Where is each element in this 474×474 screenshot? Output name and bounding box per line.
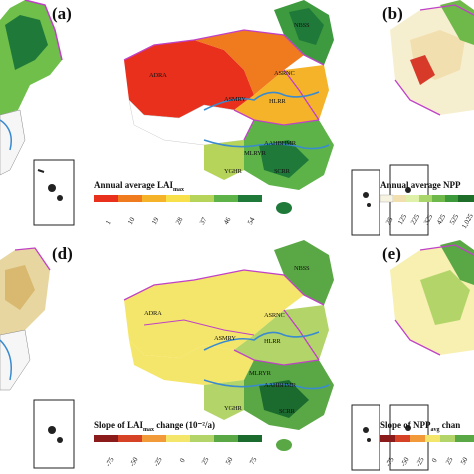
region-label-hlrr: HLRR (269, 98, 286, 105)
panel-label-b: (b) (382, 4, 403, 23)
panel-label-e: (e) (382, 244, 401, 263)
tick: -25 (152, 455, 164, 468)
map-panel-d: (d) (0, 240, 80, 474)
tick: 325 (422, 212, 435, 226)
map-panel-slope-lai: ADRA ASRNC ASMRY HLRR MLRYR NBSS YGHR SC… (84, 240, 380, 474)
slope-west-region (124, 270, 304, 358)
region-label-asmry: ASMRY (224, 96, 246, 103)
region-label-scrr: SCRR (279, 408, 295, 415)
slope-npp-colorbar-ticks: -75 -50 -25 0 25 50 (380, 446, 474, 474)
inset-box (33, 159, 75, 226)
npp-colorbar (380, 194, 474, 203)
tick: 46 (222, 215, 233, 226)
lai-colorbar (94, 195, 262, 202)
tick: 525 (448, 212, 461, 226)
tick: -50 (128, 455, 140, 468)
region-label-nbss: NBSS (294, 265, 310, 272)
slope-npp-legend-title: Slope of NPPavg chan (380, 420, 461, 433)
tick: 225 (409, 212, 422, 226)
tick: 75 (248, 455, 259, 466)
tick: -75 (384, 455, 396, 468)
tick: 50 (224, 455, 235, 466)
tick: 28 (174, 215, 185, 226)
region-label-mlryr: MLRYR (244, 150, 266, 157)
region-label-yghr: YGHR (224, 405, 242, 412)
tick: -50 (399, 455, 411, 468)
tick: -25 (414, 455, 426, 468)
tick: 1,025 (460, 212, 474, 230)
region-label-mlryr: MLRYR (249, 370, 271, 377)
tick: 54 (246, 215, 257, 226)
panel-label-d: (d) (52, 244, 73, 263)
region-label-adra: ADRA (144, 310, 162, 317)
region-label-asrnc: ASRNC (274, 70, 295, 77)
region-label-aahbhmr: AAHBHMR (264, 382, 296, 389)
map-panel-lai: ADRA ASRNC ASMRY HLRR MLRYR NBSS AAHBHMR… (84, 0, 380, 240)
map-e-svg (380, 240, 474, 471)
lai-legend-title: Annual average LAImax (94, 180, 185, 193)
slope-lai-colorbar (94, 435, 262, 442)
region-label-scrr: SCRR (274, 168, 290, 175)
npp-legend-title: Annual average NPP (380, 180, 461, 190)
tick: 19 (150, 215, 161, 226)
region-label-yghr: YGHR (224, 168, 242, 175)
slope-lai-colorbar-ticks: -75 -50 -25 0 25 50 75 (94, 446, 264, 474)
slope-lai-legend-title: Slope of LAImax change (10⁻²/a) (94, 420, 215, 433)
tick: 10 (126, 215, 137, 226)
map-b-svg (380, 0, 474, 236)
map-panel-a: (a) (0, 0, 80, 240)
region-label-aahbhmr: AAHBHMR (264, 140, 296, 147)
region-label-adra: ADRA (149, 72, 167, 79)
tick: -75 (104, 455, 116, 468)
south-china-sea-inset (351, 169, 380, 236)
tick: 25 (384, 215, 395, 226)
lai-colorbar-ticks: 1 10 19 28 37 46 54 (94, 206, 264, 236)
tick: 0 (430, 456, 439, 464)
inset-box (33, 399, 75, 469)
map-d-svg (0, 247, 75, 469)
panel-label-a: (a) (52, 4, 72, 23)
tick: 50 (459, 455, 470, 466)
tick: 125 (396, 212, 409, 226)
region-label-asmry: ASMRY (214, 335, 236, 342)
tick: 425 (435, 212, 448, 226)
tick: 25 (444, 455, 455, 466)
region-label-nbss: NBSS (294, 22, 310, 29)
slope-npp-colorbar (380, 435, 474, 442)
region-label-hlrr: HLRR (264, 338, 281, 345)
region-label-asrnc: ASRNC (264, 312, 285, 319)
tick: 0 (178, 456, 187, 464)
yellow-river (203, 91, 320, 111)
npp-colorbar-ticks: 25 125 225 325 425 525 1,025 (380, 206, 474, 236)
lai-west-region (124, 40, 254, 118)
south-china-sea-inset (351, 404, 380, 471)
map-a-svg (0, 0, 75, 226)
slope-lai-map-svg (94, 240, 380, 471)
map-panel-b: (b) Annual average NPP 25 125 225 325 42… (380, 0, 474, 240)
tick: 37 (198, 215, 209, 226)
map-panel-e: (e) Slope of NPPavg chan -75 -50 -25 0 2… (380, 240, 474, 474)
tick: 25 (200, 455, 211, 466)
lai-map-svg (94, 0, 380, 236)
tick: 1 (104, 218, 113, 226)
yangtze-river (203, 139, 330, 150)
